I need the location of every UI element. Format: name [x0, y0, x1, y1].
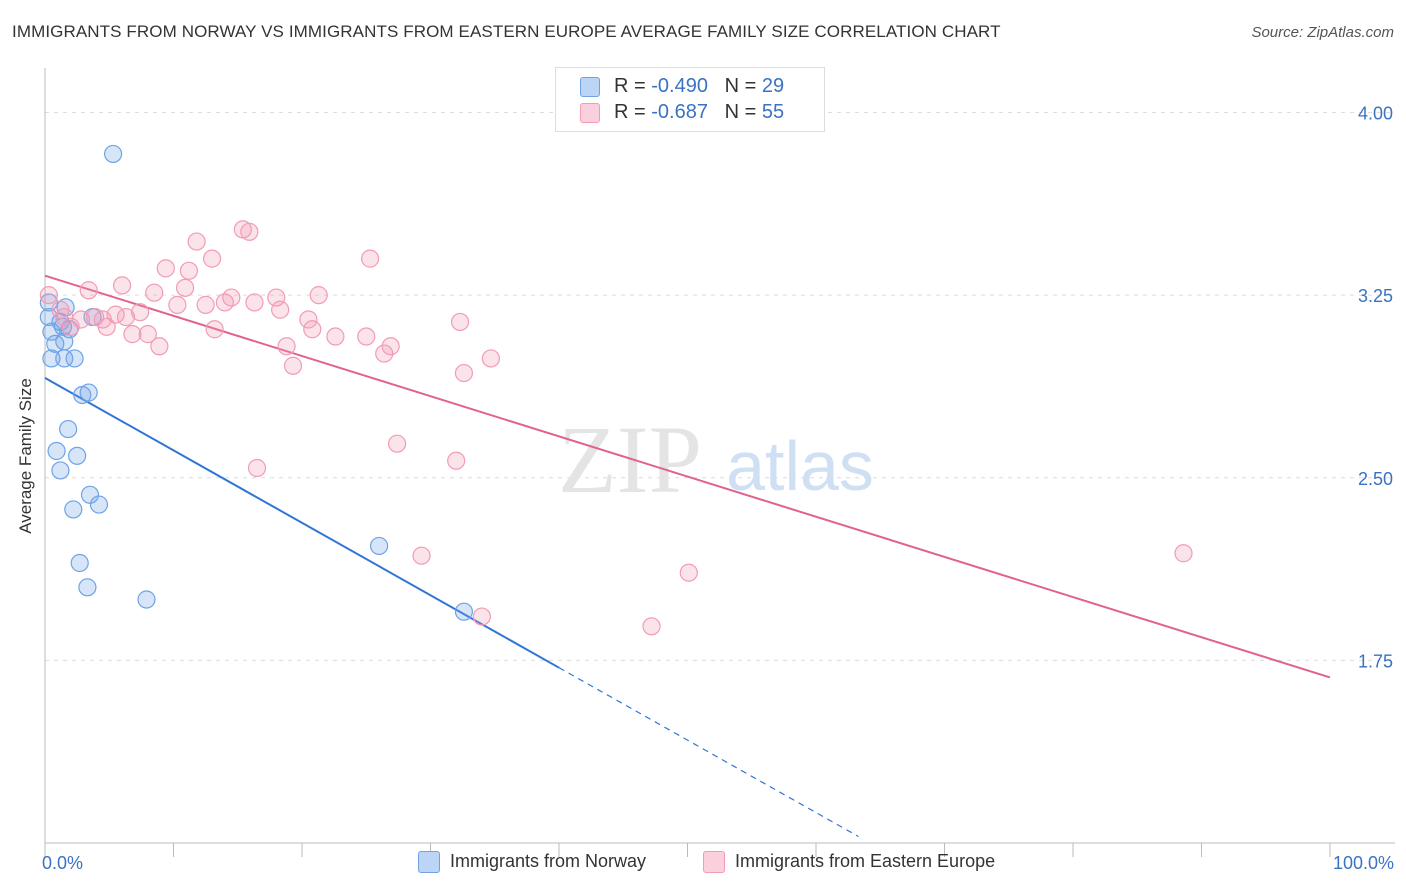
data-point-eastern-europe: [454, 363, 474, 383]
data-point-eastern-europe: [79, 281, 98, 300]
data-point-norway: [89, 495, 109, 514]
series-swatch-eastern-europe: [703, 851, 725, 874]
watermark: ZIP atlas: [558, 406, 874, 513]
data-point-eastern-europe: [39, 286, 58, 305]
legend-row-norway: R = -0.490 N = 29: [580, 75, 784, 101]
data-point-eastern-europe: [196, 295, 215, 314]
data-point-eastern-europe: [245, 293, 264, 312]
data-point-norway: [51, 461, 70, 480]
data-point-eastern-europe: [202, 249, 222, 268]
data-point-eastern-europe: [222, 288, 241, 307]
data-point-norway: [137, 590, 156, 609]
data-point-norway: [104, 144, 123, 164]
data-point-norway: [370, 536, 389, 556]
data-points: [39, 144, 1193, 636]
data-point-eastern-europe: [123, 325, 142, 344]
trend-lines: [44, 274, 1331, 837]
y-tick-label: 2.50: [1358, 469, 1393, 489]
data-point-eastern-europe: [187, 232, 206, 251]
data-point-eastern-europe: [277, 337, 296, 356]
correlation-legend: R = -0.490 N = 29 R = -0.687 N = 55: [555, 67, 825, 132]
chart-title: IMMIGRANTS FROM NORWAY VS IMMIGRANTS FRO…: [12, 22, 1001, 41]
legend-n-label: N =: [724, 101, 762, 123]
data-point-eastern-europe: [481, 349, 500, 368]
y-tick-label: 1.75: [1358, 651, 1393, 671]
data-point-eastern-europe: [309, 286, 328, 305]
data-point-eastern-europe: [168, 295, 187, 314]
legend-r-value: -0.687: [651, 101, 708, 123]
watermark-atlas: atlas: [726, 427, 874, 505]
data-point-eastern-europe: [299, 310, 318, 329]
legend-n-value: 29: [761, 75, 785, 97]
trend-line-eastern-europe: [44, 274, 1331, 679]
data-point-eastern-europe: [116, 307, 136, 327]
legend-n-value: 55: [761, 101, 785, 123]
data-point-eastern-europe: [387, 434, 407, 453]
data-point-norway: [65, 349, 84, 368]
data-point-eastern-europe: [375, 344, 394, 363]
data-point-eastern-europe: [156, 259, 175, 278]
source-label: Source: ZipAtlas.com: [1251, 24, 1394, 41]
legend-r-label: R =: [614, 101, 652, 123]
series-name-eastern-europe: Immigrants from Eastern Europe: [735, 851, 996, 871]
data-point-eastern-europe: [175, 278, 195, 297]
y-axis-label: Average Family Size: [16, 378, 35, 534]
gridlines: [45, 112, 1395, 661]
data-point-eastern-europe: [138, 325, 157, 344]
data-point-eastern-europe: [145, 283, 164, 302]
data-point-norway: [64, 500, 83, 519]
series-name-norway: Immigrants from Norway: [450, 851, 647, 871]
data-point-eastern-europe: [326, 327, 345, 346]
data-point-norway: [78, 578, 97, 597]
data-point-eastern-europe: [381, 337, 400, 356]
legend-n-label: N =: [724, 75, 762, 97]
legend-swatch-eastern-europe: [580, 102, 600, 123]
y-tick-label: 4.00: [1358, 104, 1393, 124]
data-point-eastern-europe: [450, 312, 470, 332]
data-point-eastern-europe: [130, 303, 150, 322]
axes: [44, 68, 1395, 857]
data-point-norway: [454, 602, 474, 621]
data-point-eastern-europe: [357, 327, 376, 346]
data-point-norway: [79, 383, 98, 402]
data-point-eastern-europe: [71, 310, 91, 329]
data-point-eastern-europe: [361, 249, 380, 268]
data-point-eastern-europe: [679, 563, 698, 582]
data-point-norway: [70, 553, 89, 573]
series-legend-norway: Immigrants from Norway: [418, 851, 647, 874]
data-point-norway: [68, 446, 87, 465]
data-point-eastern-europe: [271, 300, 290, 319]
data-point-eastern-europe: [472, 607, 491, 626]
data-point-eastern-europe: [150, 337, 169, 356]
data-point-norway: [55, 349, 74, 368]
data-point-eastern-europe: [642, 617, 661, 636]
data-point-eastern-europe: [179, 261, 199, 280]
data-point-eastern-europe: [247, 458, 267, 478]
data-point-eastern-europe: [205, 320, 224, 339]
data-point-norway: [59, 419, 78, 439]
data-point-eastern-europe: [61, 317, 80, 336]
data-point-eastern-europe: [447, 451, 466, 470]
legend-swatch-norway: [580, 76, 600, 97]
trend-line-extension: [558, 667, 859, 837]
legend-row-eastern-europe: R = -0.687 N = 55: [580, 101, 784, 127]
data-point-eastern-europe: [1174, 544, 1193, 563]
data-point-norway: [47, 441, 66, 461]
data-point-eastern-europe: [97, 317, 116, 336]
y-tick-labels: 4.00 3.25 2.50 1.75: [1358, 104, 1393, 672]
series-legend-eastern-europe: Immigrants from Eastern Europe: [703, 851, 996, 874]
data-point-eastern-europe: [283, 356, 303, 375]
legend-r-label: R =: [614, 75, 652, 97]
data-point-eastern-europe: [240, 222, 259, 241]
x-tick-label-min: 0.0%: [42, 853, 84, 873]
data-point-eastern-europe: [412, 546, 431, 565]
data-point-eastern-europe: [303, 320, 322, 339]
data-point-norway: [42, 349, 61, 368]
series-swatch-norway: [418, 851, 440, 874]
x-tick-label-max: 100.0%: [1332, 853, 1394, 873]
legend-r-value: -0.490: [651, 75, 708, 97]
y-tick-label: 3.25: [1358, 286, 1393, 306]
data-point-eastern-europe: [112, 276, 132, 295]
